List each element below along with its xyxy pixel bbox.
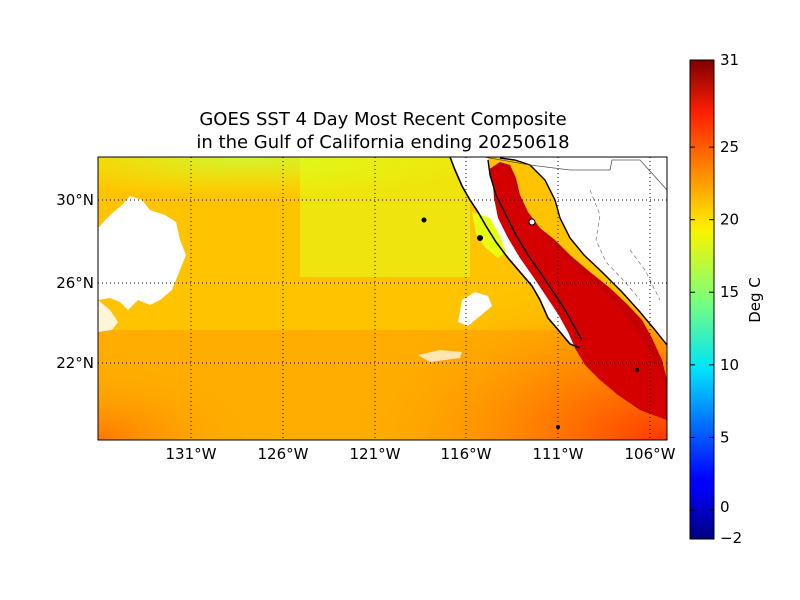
colorbar-tick-label: 10 <box>720 356 739 374</box>
state-border-sinaloa <box>629 249 661 301</box>
state-border-sonora <box>589 189 641 301</box>
colorbar-tick-label: −2 <box>720 529 742 547</box>
title-line-2: in the Gulf of California ending 2025061… <box>196 132 570 153</box>
cloud-streak-south <box>418 350 462 362</box>
colorbar-tick-label: 15 <box>720 283 739 301</box>
colorbar-ticks: −2 0 5 10 15 20 25 31 <box>690 51 742 547</box>
lat-tick-label: 26°N <box>56 274 94 292</box>
colorbar-tick-label: 25 <box>720 138 739 156</box>
lon-tick-label: 111°W <box>533 445 584 463</box>
lon-tick-label: 126°W <box>258 445 309 463</box>
lon-tick-label: 106°W <box>625 445 676 463</box>
lon-tick-label: 121°W <box>350 445 401 463</box>
coastline-baja-east <box>487 159 583 341</box>
colorbar-tick-label: 20 <box>720 211 739 229</box>
lat-tick-label: 22°N <box>56 354 94 372</box>
colorbar-gradient <box>689 59 715 540</box>
island-guadalupe <box>421 217 427 223</box>
graticule <box>98 157 667 440</box>
colorbar-tick-label: 5 <box>720 428 730 446</box>
lon-tick-label: 116°W <box>441 445 492 463</box>
chart-title: GOES SST 4 Day Most Recent Composite in … <box>98 108 668 154</box>
map-panel <box>98 157 667 440</box>
gulf-of-california-upper <box>492 168 667 420</box>
vizcaino-bay-water <box>472 212 506 258</box>
cloud-patch-southwest <box>98 300 118 332</box>
lat-tick-label: 30°N <box>56 191 94 209</box>
colorbar-tick-label: 0 <box>720 498 730 516</box>
island-cedros <box>477 235 483 241</box>
coastline-baja-west <box>449 157 581 349</box>
lon-tick-labels: 131°W 126°W 121°W 116°W 111°W 106°W <box>166 445 676 463</box>
mainland-land <box>450 157 667 345</box>
colorbar-tick-label: 31 <box>720 51 739 69</box>
lon-tick-label: 131°W <box>166 445 217 463</box>
cloud-patch-west <box>98 196 186 310</box>
international-border <box>483 157 667 191</box>
warm-gradient-southwest <box>98 330 318 440</box>
island-tres-marias <box>635 368 639 372</box>
colorbar: −2 0 5 10 15 20 25 31 Deg C <box>689 51 764 547</box>
colorbar-label: Deg C <box>746 277 764 323</box>
title-line-1: GOES SST 4 Day Most Recent Composite <box>199 109 567 130</box>
lat-tick-labels: 30°N 26°N 22°N <box>56 191 94 372</box>
island-socorro <box>556 425 560 429</box>
island-gulf-tiburon <box>528 218 536 226</box>
cool-band-northeast <box>300 157 470 277</box>
map-frame <box>97 156 668 441</box>
